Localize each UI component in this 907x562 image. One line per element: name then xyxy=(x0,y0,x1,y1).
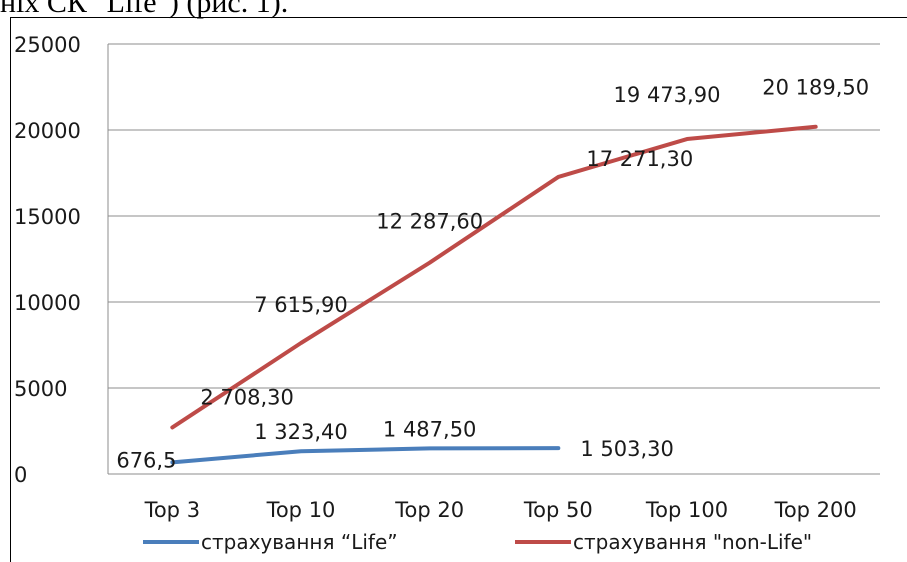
legend: страхування “Life” страхування "non-Life" xyxy=(143,530,812,554)
x-tick-label: Top 100 xyxy=(645,498,728,522)
y-tick-label: 15000 xyxy=(14,205,81,229)
y-axis-ticks: 0 5000 10000 15000 20000 25000 xyxy=(14,33,81,487)
data-label: 20 189,50 xyxy=(762,76,869,100)
data-label: 1 323,40 xyxy=(254,420,348,444)
data-labels: 676,5 1 323,40 1 487,50 1 503,30 2 708,30 7 6… xyxy=(116,76,869,473)
data-label: 1 487,50 xyxy=(383,417,477,441)
legend-label: страхування “Life” xyxy=(201,530,398,554)
data-label: 7 615,90 xyxy=(254,293,348,317)
data-label: 2 708,30 xyxy=(200,385,294,409)
legend-label: страхування "non-Life" xyxy=(573,530,812,554)
x-tick-label: Top 3 xyxy=(144,498,200,522)
y-tick-label: 10000 xyxy=(14,291,81,315)
y-tick-label: 25000 xyxy=(14,33,81,57)
series-line-non-life xyxy=(170,124,818,430)
data-label: 1 503,30 xyxy=(580,437,674,461)
x-tick-label: Top 20 xyxy=(394,498,464,522)
data-label: 17 271,30 xyxy=(586,147,693,171)
gridlines xyxy=(107,43,880,475)
series-lines xyxy=(170,124,818,465)
y-tick-label: 20000 xyxy=(14,119,81,143)
x-axis-ticks: Top 3 Top 10 Top 20 Top 50 Top 100 Top 200 xyxy=(144,498,857,522)
data-label: 676,5 xyxy=(116,448,176,472)
data-label: 19 473,90 xyxy=(614,83,721,107)
x-tick-label: Top 10 xyxy=(266,498,336,522)
caption-fragment: ніх СК "Life") (рис. 1). xyxy=(0,0,289,19)
data-label: 12 287,60 xyxy=(376,210,483,234)
series-line-life xyxy=(170,446,561,465)
x-tick-label: Top 200 xyxy=(774,498,857,522)
x-tick-label: Top 50 xyxy=(523,498,593,522)
y-tick-label: 0 xyxy=(14,463,27,487)
chart-frame xyxy=(10,17,907,562)
y-tick-label: 5000 xyxy=(14,377,67,401)
